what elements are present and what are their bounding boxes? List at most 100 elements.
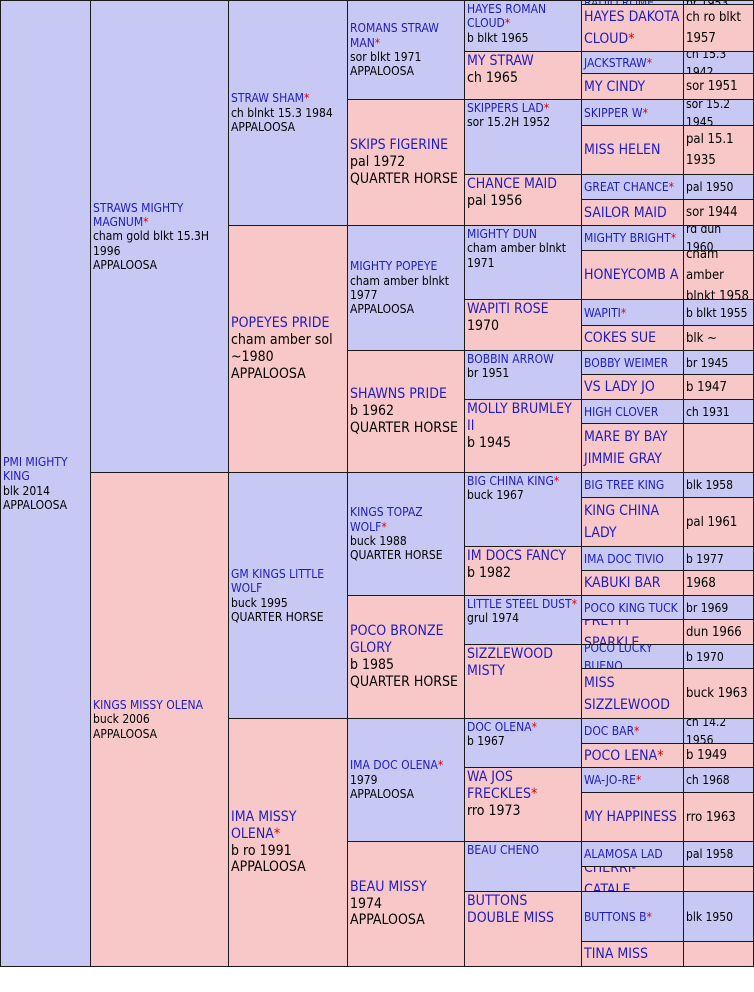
horse-name[interactable]: BUTTONS DOUBLE MISS xyxy=(467,893,579,927)
horse-name[interactable]: MOLLY BRUMLEY II xyxy=(467,401,579,435)
horse-name[interactable]: BOBBY WEIMER xyxy=(584,354,668,372)
horse-name-text[interactable]: KINGS MISSY OLENA xyxy=(93,697,203,712)
horse-name[interactable]: POCO BRONZE GLORY xyxy=(350,623,462,657)
horse-name-text[interactable]: WAPITI ROSE xyxy=(467,301,549,317)
horse-name-text[interactable]: TINA MISS xyxy=(584,946,649,962)
horse-name-text[interactable]: DOC BAR xyxy=(584,724,635,738)
horse-name[interactable]: MIGHTY POPEYE xyxy=(350,259,462,273)
horse-name-text[interactable]: GM KINGS LITTLE WOLF xyxy=(231,566,325,596)
horse-name[interactable]: MY CINDY xyxy=(584,76,645,98)
horse-name[interactable]: PMI MIGHTY KING xyxy=(3,455,88,484)
horse-name[interactable]: WAPITI ROSE xyxy=(467,301,579,318)
horse-name[interactable]: CHANCE MAID xyxy=(467,176,579,193)
horse-name[interactable]: WA-JO-RE* xyxy=(584,771,641,789)
horse-name[interactable]: KINGS MISSY OLENA xyxy=(93,698,226,712)
horse-name[interactable]: CHERRI-CATALE xyxy=(584,866,681,892)
horse-name-text[interactable]: MIGHTY BRIGHT xyxy=(584,231,671,245)
horse-name-text[interactable]: IMA DOC OLENA xyxy=(350,758,438,773)
horse-name[interactable]: SKIPS FIGERINE xyxy=(350,137,462,154)
horse-name-text[interactable]: BIG TREE KING xyxy=(584,478,665,492)
horse-name[interactable]: IMA MISSY OLENA* xyxy=(231,809,345,843)
horse-name[interactable]: SKIPPERS LAD* xyxy=(467,101,579,115)
horse-name[interactable]: BIG TREE KING xyxy=(584,476,664,494)
horse-name-text[interactable]: SHAWNS PRIDE xyxy=(350,386,447,403)
horse-name[interactable]: WAPITI* xyxy=(584,304,626,322)
horse-name-text[interactable]: BEAU CHENO xyxy=(467,843,539,857)
horse-name-text[interactable]: JACKSTRAW xyxy=(584,55,647,70)
horse-name-text[interactable]: PRETTY SPARKLE xyxy=(584,619,640,645)
horse-name-text[interactable]: SIZZLEWOOD MISTY xyxy=(467,646,553,679)
horse-name[interactable]: STRAW SHAM* xyxy=(231,91,345,105)
horse-name[interactable]: KABUKI BAR xyxy=(584,572,660,594)
horse-name-text[interactable]: CHERRI-CATALE xyxy=(584,866,636,892)
horse-name[interactable]: GREAT CHANCE* xyxy=(584,178,674,196)
horse-name-text[interactable]: BEAU MISSY xyxy=(350,878,427,895)
horse-name-text[interactable]: VS LADY JO xyxy=(584,379,655,395)
horse-name[interactable]: MISS SIZZLEWOOD xyxy=(584,672,681,716)
horse-name[interactable]: SAILOR MAID xyxy=(584,202,667,224)
horse-name-text[interactable]: GREAT CHANCE xyxy=(584,180,669,194)
horse-name[interactable]: DOC OLENA* xyxy=(467,720,579,734)
horse-name-text[interactable]: IMA DOC TIVIO xyxy=(584,551,664,566)
horse-name-text[interactable]: MY STRAW xyxy=(467,53,534,69)
horse-name-text[interactable]: BIG CHINA KING xyxy=(467,474,554,488)
horse-name[interactable]: POCO KING TUCK xyxy=(584,599,678,617)
horse-name-text[interactable]: MISS SIZZLEWOOD xyxy=(584,674,670,713)
horse-name[interactable]: PRETTY SPARKLE xyxy=(584,619,681,645)
horse-name[interactable]: POCO LENA* xyxy=(584,745,664,767)
horse-name[interactable]: SIZZLEWOOD MISTY xyxy=(467,646,579,680)
horse-name[interactable]: BOBBIN ARROW xyxy=(467,352,579,366)
horse-name[interactable]: HIGH CLOVER xyxy=(584,403,658,421)
horse-name-text[interactable]: KING CHINA LADY xyxy=(584,503,660,541)
horse-name-text[interactable]: IMA MISSY OLENA xyxy=(231,808,297,842)
horse-name[interactable]: TINA MISS xyxy=(584,943,648,965)
horse-name[interactable]: ALAMOSA LAD xyxy=(584,845,663,863)
horse-name-text[interactable]: POCO BRONZE GLORY xyxy=(350,623,444,657)
horse-name-text[interactable]: MIGHTY POPEYE xyxy=(350,259,438,274)
horse-name[interactable]: BIG CHINA KING* xyxy=(467,474,579,488)
horse-name[interactable]: STRAWS MIGHTY MAGNUM* xyxy=(93,201,226,230)
horse-name[interactable]: POPEYES PRIDE xyxy=(231,315,345,332)
horse-name-text[interactable]: MY CINDY xyxy=(584,78,646,95)
horse-name[interactable]: SKIPPER W* xyxy=(584,104,648,122)
horse-name-text[interactable]: SKIPS FIGERINE xyxy=(350,137,449,154)
horse-name-text[interactable]: WA JOS FRECKLES xyxy=(467,769,531,802)
horse-name-text[interactable]: POCO LUCKY BUENO xyxy=(584,644,653,669)
horse-name[interactable]: DOC BAR* xyxy=(584,722,639,740)
horse-name[interactable]: ROMANS STRAW MAN* xyxy=(350,21,462,50)
horse-name[interactable]: BEAU MISSY xyxy=(350,879,462,896)
horse-name[interactable]: BEAU CHENO xyxy=(467,843,579,857)
horse-name-text[interactable]: KABUKI BAR xyxy=(584,575,661,591)
horse-name[interactable]: COKES SUE xyxy=(584,327,656,349)
horse-name-text[interactable]: MOLLY BRUMLEY II xyxy=(467,401,572,434)
horse-name[interactable]: MISS HELEN xyxy=(584,139,660,161)
horse-name[interactable]: POCO LUCKY BUENO xyxy=(584,644,681,669)
horse-name-text[interactable]: WAPITI xyxy=(584,305,621,320)
horse-name[interactable]: MARE BY BAY JIMMIE GRAY xyxy=(584,426,681,470)
horse-name-text[interactable]: SKIPPERS LAD xyxy=(467,101,544,115)
horse-name-text[interactable]: LITTLE STEEL DUST xyxy=(467,597,572,611)
horse-name-text[interactable]: BUTTONS DOUBLE MISS xyxy=(467,893,555,926)
horse-name-text[interactable]: PMI MIGHTY KING xyxy=(3,454,68,484)
horse-name-text[interactable]: WA-JO-RE xyxy=(584,773,636,787)
horse-name-text[interactable]: ROMANS STRAW MAN xyxy=(350,21,439,50)
horse-name[interactable]: LITTLE STEEL DUST* xyxy=(467,597,579,611)
horse-name-text[interactable]: ALAMOSA LAD xyxy=(584,847,663,861)
horse-name-text[interactable]: HAYES ROMAN CLOUD xyxy=(467,2,547,31)
horse-name[interactable]: JACKSTRAW* xyxy=(584,54,652,72)
horse-name[interactable]: WA JOS FRECKLES* xyxy=(467,769,579,803)
horse-name-text[interactable]: STRAW SHAM xyxy=(231,91,304,106)
horse-name[interactable]: HAYES DAKOTA CLOUD* xyxy=(584,6,681,50)
horse-name-text[interactable]: MARE BY BAY JIMMIE GRAY xyxy=(584,429,668,467)
horse-name[interactable]: IMA DOC OLENA* xyxy=(350,758,462,772)
horse-name[interactable]: KINGS TOPAZ WOLF* xyxy=(350,505,462,534)
horse-name-text[interactable]: STRAWS MIGHTY MAGNUM xyxy=(93,200,184,229)
horse-name[interactable]: MIGHTY BRIGHT* xyxy=(584,229,676,247)
horse-name[interactable]: RADIO ROME xyxy=(584,1,654,4)
horse-name-text[interactable]: BOBBY WEIMER xyxy=(584,355,669,370)
horse-name-text[interactable]: COKES SUE xyxy=(584,330,657,346)
horse-name-text[interactable]: RADIO ROME xyxy=(584,1,654,4)
horse-name-text[interactable]: SAILOR MAID xyxy=(584,204,667,221)
horse-name[interactable]: KING CHINA LADY xyxy=(584,500,681,544)
horse-name[interactable]: MIGHTY DUN xyxy=(467,227,579,241)
